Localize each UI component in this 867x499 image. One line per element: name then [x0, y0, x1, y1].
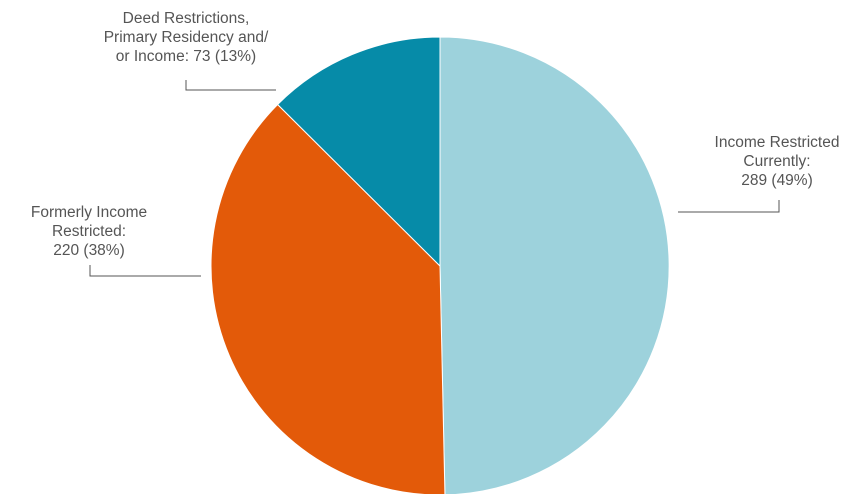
slice-data-label: Income Restricted Currently: 289 (49%)	[715, 134, 840, 189]
slice-label-line: Primary Residency and/	[104, 29, 269, 46]
pie-slice	[210, 103, 446, 496]
pie-slice	[276, 36, 441, 268]
leader-line	[185, 80, 276, 91]
slice-label-line: Formerly Income	[31, 204, 147, 221]
slice-label-line: Restricted:	[52, 223, 126, 240]
leader-line	[89, 265, 201, 277]
slice-data-label: Formerly Income Restricted: 220 (38%)	[31, 204, 147, 259]
slice-label-line: Deed Restrictions,	[123, 10, 250, 27]
slice-label-line: 220 (38%)	[53, 242, 125, 259]
pie-slices	[210, 36, 670, 496]
leader-lines	[89, 80, 780, 277]
slice-label-line: or Income: 73 (13%)	[116, 48, 256, 65]
pie-slice	[439, 36, 670, 496]
slice-label-line: 289 (49%)	[741, 172, 813, 189]
slice-label-line: Currently:	[743, 153, 810, 170]
slice-data-label: Deed Restrictions, Primary Residency and/…	[104, 10, 269, 65]
leader-line	[678, 200, 780, 213]
slice-label-line: Income Restricted	[715, 134, 840, 151]
data-labels: Income Restricted Currently: 289 (49%) Form…	[31, 10, 840, 259]
